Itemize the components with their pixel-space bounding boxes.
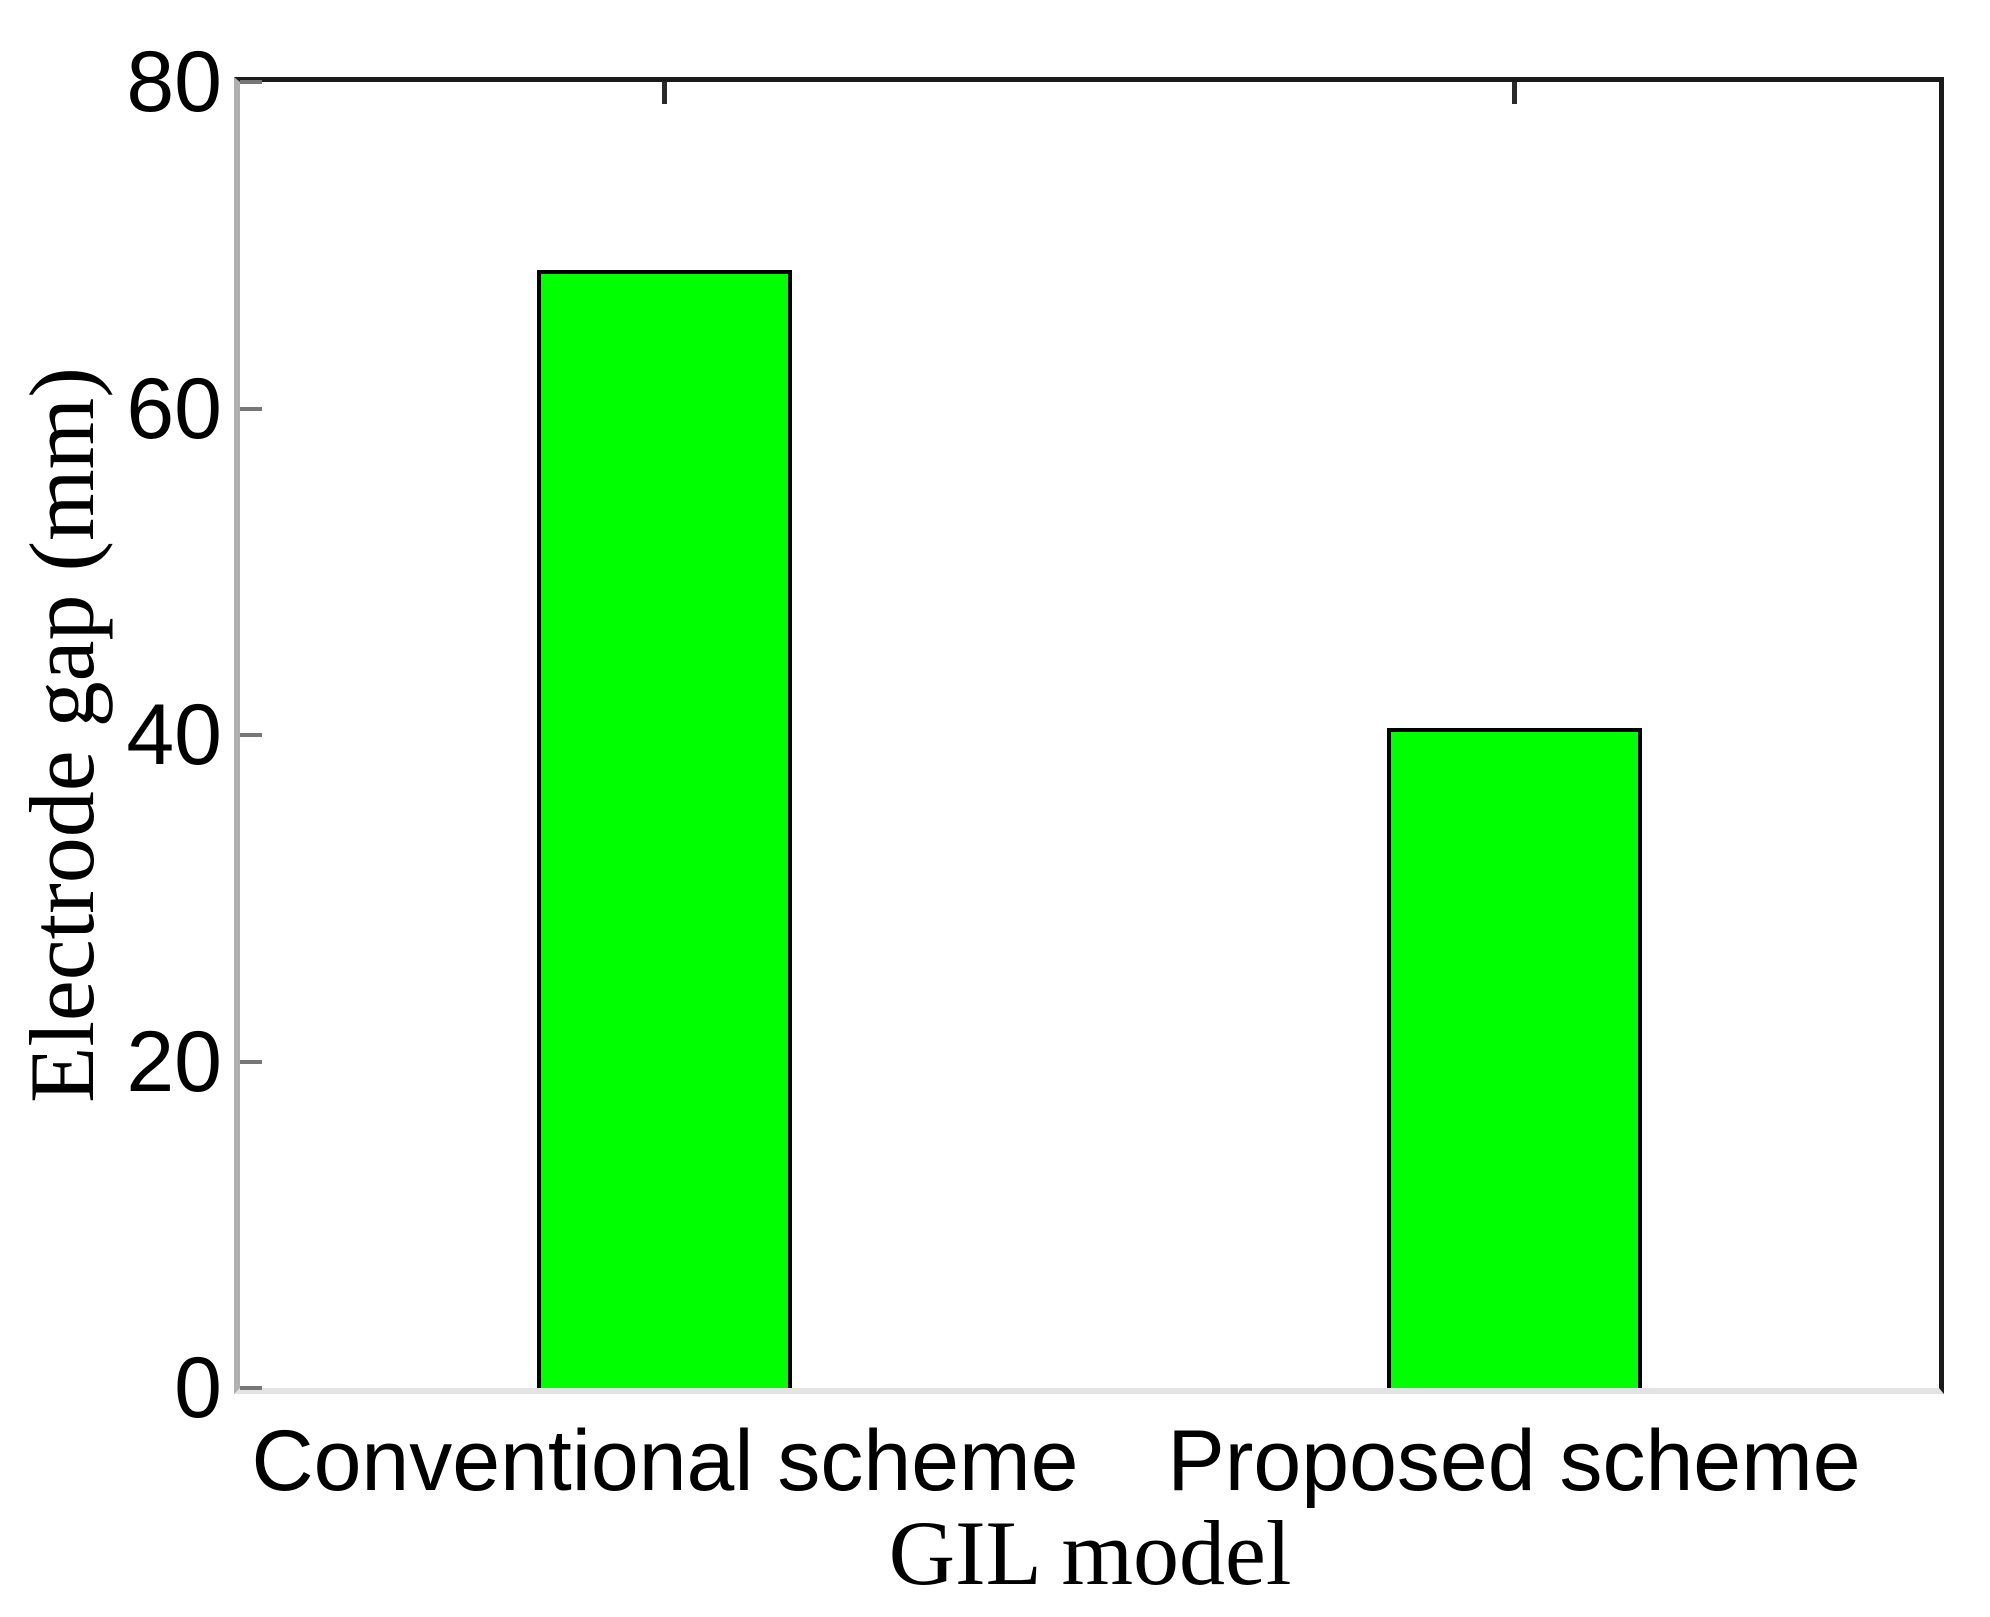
bar-1 xyxy=(537,270,792,1388)
y-tick-mark xyxy=(240,80,262,84)
y-tick-mark xyxy=(240,1060,262,1064)
x-axis-title: GIL model xyxy=(888,1502,1292,1604)
y-tick-label: 0 xyxy=(174,1340,222,1436)
y-tick-mark xyxy=(240,407,262,411)
y-tick-label: 80 xyxy=(126,34,222,130)
plot-area xyxy=(234,77,1944,1394)
y-tick-label: 60 xyxy=(126,361,222,457)
x-tick-label: Conventional scheme xyxy=(251,1413,1079,1509)
y-tick-mark xyxy=(240,1386,262,1390)
top-tick-mark xyxy=(1512,82,1517,104)
y-tick-label: 40 xyxy=(126,687,222,783)
y-tick-label: 20 xyxy=(126,1014,222,1110)
bar-2 xyxy=(1387,728,1642,1388)
x-tick-label: Proposed scheme xyxy=(1167,1413,1861,1509)
y-tick-mark xyxy=(240,733,262,737)
top-tick-mark xyxy=(662,82,667,104)
